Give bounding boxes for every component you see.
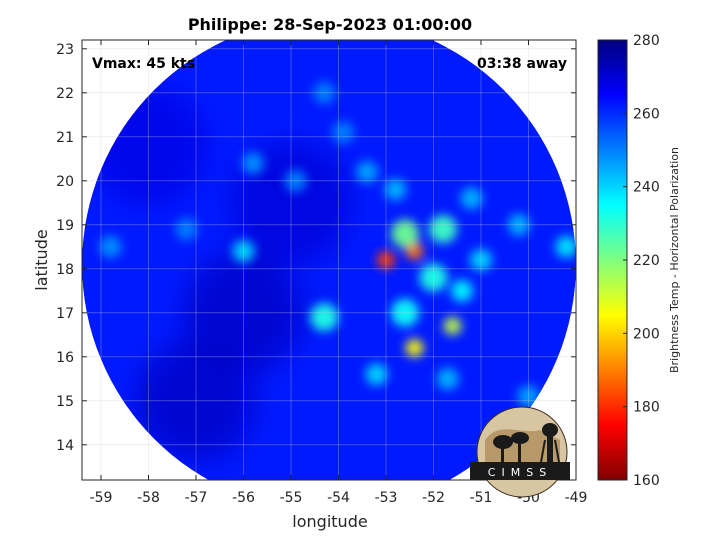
x-tick-label: -59 <box>90 490 113 506</box>
time-away-annotation: 03:38 away <box>477 56 567 72</box>
colorbar-tick-label: 260 <box>633 106 660 122</box>
y-tick-label: 21 <box>56 130 74 146</box>
y-tick-label: 18 <box>56 262 74 278</box>
convective-cell <box>555 235 576 258</box>
x-tick-label: -58 <box>137 490 160 506</box>
colorbar-tick-label: 180 <box>633 400 660 416</box>
convective-features <box>99 81 576 408</box>
y-axis-label: latitude <box>32 229 51 290</box>
colorbar: 160 180 200 220 240 260 280 Brightness Temp - … <box>597 33 681 489</box>
y-tick-label: 19 <box>56 218 74 234</box>
convective-cell <box>405 242 424 261</box>
colorbar-ticks: 160 180 200 220 240 260 280 <box>623 33 660 489</box>
convective-cell <box>443 317 462 335</box>
convective-cell <box>242 152 264 175</box>
y-tick-label: 16 <box>56 350 74 366</box>
y-tick-label: 23 <box>56 42 74 58</box>
convective-cell <box>429 215 457 244</box>
convective-cell <box>175 218 198 241</box>
x-tick-label: -55 <box>280 490 303 506</box>
colorbar-label: Brightness Temp - Horizontal Polarizatio… <box>668 147 681 373</box>
x-tick-label: -52 <box>422 490 445 506</box>
chart-title: Philippe: 28-Sep-2023 01:00:00 <box>188 15 472 34</box>
colorbar-tick-label: 160 <box>633 473 660 489</box>
logo-text: CIMSS <box>488 466 552 479</box>
x-tick-label: -57 <box>185 490 208 506</box>
vmax-annotation: Vmax: 45 kts <box>92 56 195 72</box>
convective-cell <box>451 279 473 302</box>
y-tick-label: 15 <box>56 394 74 410</box>
y-tick-label: 22 <box>56 86 74 102</box>
convective-cell <box>365 363 388 386</box>
convective-cell <box>460 187 483 210</box>
y-tick-label: 14 <box>56 438 74 454</box>
x-axis-label: longitude <box>292 512 367 531</box>
y-ticks: 14 15 16 17 18 19 20 21 22 23 <box>56 42 576 454</box>
convective-cell <box>332 121 355 144</box>
plot-frame <box>81 39 577 481</box>
y-tick-label: 17 <box>56 306 74 322</box>
convective-cell <box>391 219 419 248</box>
colorbar-tick-label: 200 <box>633 326 660 342</box>
x-tick-label: -53 <box>375 490 398 506</box>
convective-cell <box>310 303 339 332</box>
convective-cell <box>405 339 424 357</box>
x-tick-label: -56 <box>232 490 255 506</box>
convective-cell <box>384 178 407 201</box>
x-tick-label: -54 <box>327 490 350 506</box>
convective-cell <box>99 235 122 258</box>
y-tick-label: 20 <box>56 174 74 190</box>
colorbar-gradient <box>597 39 628 481</box>
x-tick-label: -51 <box>470 490 493 506</box>
x-ticks: -59 -58 -57 -56 -55 -54 -53 -52 -51 -50 -49 <box>90 40 588 506</box>
colorbar-tick-label: 240 <box>633 180 660 196</box>
convective-cell <box>436 367 459 390</box>
colorbar-tick-label: 220 <box>633 253 660 269</box>
cimss-logo: CIMSS <box>470 406 570 498</box>
colorbar-tick-label: 280 <box>633 33 660 49</box>
x-tick-label: -49 <box>565 490 588 506</box>
convective-cell <box>356 161 378 183</box>
